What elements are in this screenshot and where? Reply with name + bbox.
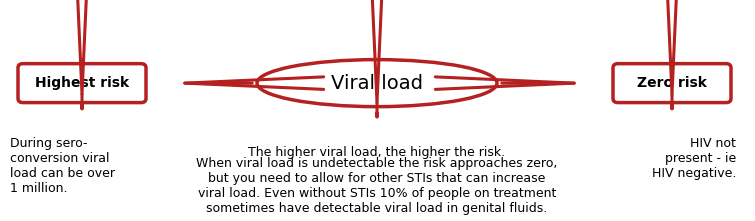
Text: Highest risk: Highest risk bbox=[35, 76, 129, 90]
Text: During sero-
conversion viral
load can be over
1 million.: During sero- conversion viral load can b… bbox=[10, 137, 115, 195]
Text: Viral load: Viral load bbox=[331, 74, 423, 93]
Text: Zero risk: Zero risk bbox=[637, 76, 707, 90]
Text: The higher viral load, the higher the risk.: The higher viral load, the higher the ri… bbox=[248, 146, 506, 159]
Text: HIV not
present - ie
HIV negative.: HIV not present - ie HIV negative. bbox=[652, 137, 736, 181]
Text: When viral load is undetectable the risk approaches zero,
but you need to allow : When viral load is undetectable the risk… bbox=[196, 157, 558, 215]
